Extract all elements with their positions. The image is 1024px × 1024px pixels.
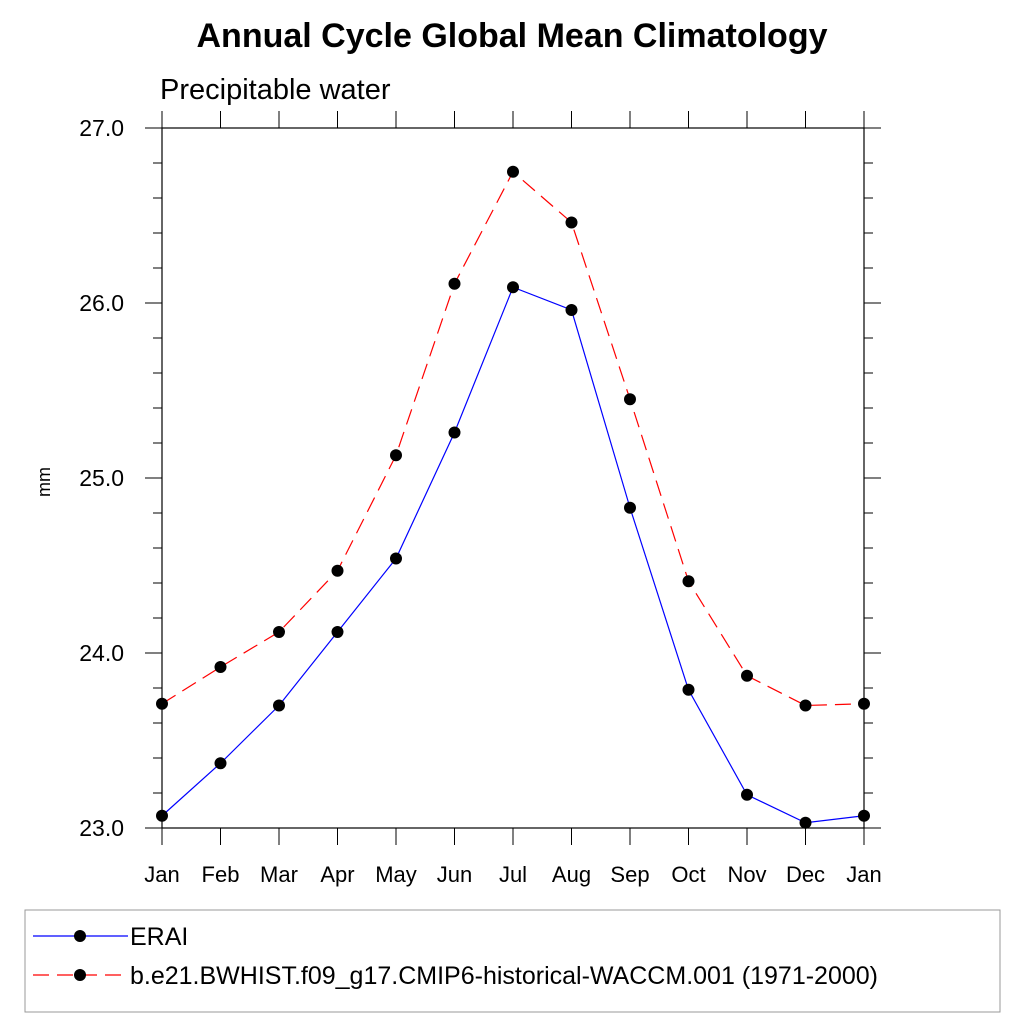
chart-subtitle: Precipitable water [160, 74, 391, 106]
data-point [214, 757, 227, 770]
x-tick-label: May [375, 862, 417, 887]
series-layer [156, 165, 870, 829]
legend-items: ERAI b.e21.BWHIST.f09_g17.CMIP6-historica… [33, 923, 878, 990]
data-point [624, 393, 636, 406]
legend-marker [74, 969, 86, 981]
x-tick-label: Feb [202, 862, 240, 887]
y-tick-label: 23.0 [79, 815, 124, 841]
data-point [507, 165, 519, 178]
data-point [799, 699, 812, 712]
legend-label: ERAI [130, 923, 188, 951]
data-point [448, 277, 461, 290]
data-point [624, 501, 636, 514]
data-point [682, 683, 695, 696]
x-tick-label: Jan [846, 862, 881, 887]
data-point [741, 788, 753, 801]
legend-box [24, 909, 1001, 1013]
legend-label: b.e21.BWHIST.f09_g17.CMIP6-historical-WA… [130, 962, 878, 990]
x-tick-label: Nov [727, 862, 766, 887]
data-point [390, 552, 402, 565]
x-tick-label: Aug [552, 862, 591, 887]
y-axis-label: mm [34, 467, 54, 497]
x-tick-label: Sep [610, 862, 649, 887]
data-point [156, 697, 168, 710]
x-tick-label: Jul [499, 862, 527, 887]
series-line [161, 170, 865, 707]
plot-frame [161, 127, 865, 829]
data-point [214, 661, 227, 673]
axis-ticks [145, 111, 881, 845]
data-point [331, 626, 344, 638]
x-tick-label: Dec [786, 862, 825, 887]
x-tick-label: Jun [437, 862, 472, 887]
chart-title: Annual Cycle Global Mean Climatology [197, 17, 828, 55]
y-tick-label: 25.0 [79, 465, 124, 491]
series-line [161, 286, 865, 824]
data-point [741, 669, 753, 682]
data-point [273, 626, 285, 638]
x-tick-label: Oct [671, 862, 705, 887]
y-tick-label: 26.0 [79, 290, 124, 316]
legend: ERAI b.e21.BWHIST.f09_g17.CMIP6-historica… [24, 909, 1001, 1013]
series-1 [156, 281, 870, 829]
data-point [156, 809, 168, 822]
data-point [390, 449, 402, 462]
data-point [799, 816, 812, 829]
data-point [682, 575, 695, 588]
y-tick-label: 24.0 [79, 640, 124, 666]
data-point [565, 216, 578, 229]
data-point [565, 304, 578, 316]
y-tick-labels: 23.0 24.0 25.0 26.0 27.0 [79, 115, 124, 841]
data-point [273, 699, 285, 712]
x-tick-label: Jan [144, 862, 179, 887]
data-point [858, 809, 870, 822]
data-point [858, 697, 870, 710]
y-tick-label: 27.0 [79, 115, 124, 141]
legend-marker [74, 930, 86, 942]
series-2 [156, 165, 870, 712]
data-point [448, 426, 461, 439]
x-tick-labels: Jan Feb Mar Apr May Jun Jul Aug Sep Oct Nov Dec Jan [144, 862, 881, 887]
x-tick-label: Mar [260, 862, 298, 887]
x-tick-label: Apr [320, 862, 354, 887]
data-point [507, 281, 519, 294]
data-point [331, 564, 344, 577]
